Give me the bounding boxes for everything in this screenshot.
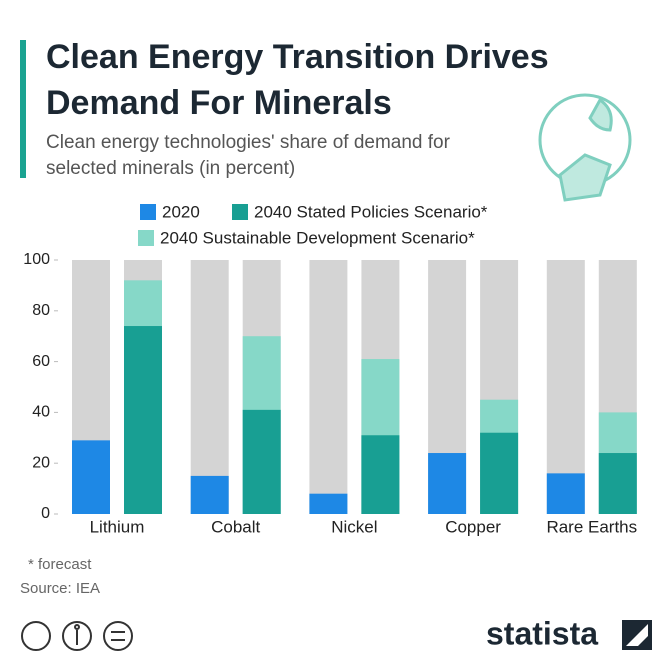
legend-label: 2040 Sustainable Development Scenario* — [160, 228, 475, 247]
legend-swatch — [232, 204, 248, 220]
bar — [428, 453, 467, 514]
legend-label: 2020 — [162, 202, 200, 221]
y-tick-label: 60 — [32, 353, 50, 370]
globe-icon — [538, 93, 632, 202]
bar — [309, 493, 348, 514]
bar-background — [190, 260, 229, 514]
bar — [546, 473, 585, 514]
bar — [242, 409, 281, 514]
y-tick-label: 0 — [41, 505, 50, 522]
x-tick-label: Cobalt — [211, 517, 260, 536]
brand: statista — [486, 615, 598, 651]
bar — [598, 453, 637, 514]
y-tick-label: 40 — [32, 404, 50, 421]
bar — [124, 326, 162, 514]
x-tick-label: Nickel — [331, 517, 377, 536]
y-tick-label: 80 — [32, 302, 50, 319]
bar — [190, 475, 229, 514]
license-icons — [21, 621, 133, 651]
y-tick-label: 20 — [32, 454, 50, 471]
legend-swatch — [138, 230, 154, 246]
brand-icon — [622, 620, 652, 650]
chart-title: Clean Energy Transition Drives Demand Fo… — [46, 38, 549, 122]
bar — [480, 432, 519, 514]
legend-swatch — [140, 204, 156, 220]
x-tick-label: Rare Earths — [546, 517, 637, 536]
y-tick-label: 100 — [23, 251, 50, 268]
bar-background — [546, 260, 585, 514]
footnote: * forecast — [28, 556, 92, 573]
bar — [72, 440, 110, 514]
source: Source: IEA — [20, 580, 100, 597]
legend-label: 2040 Stated Policies Scenario* — [254, 202, 488, 221]
bar-background — [309, 260, 348, 514]
x-tick-label: Lithium — [90, 517, 145, 536]
x-tick-label: Copper — [445, 517, 501, 536]
chart-subtitle: Clean energy technologies' share of dema… — [46, 132, 450, 179]
bar — [361, 435, 400, 514]
accent-bar — [20, 40, 26, 178]
